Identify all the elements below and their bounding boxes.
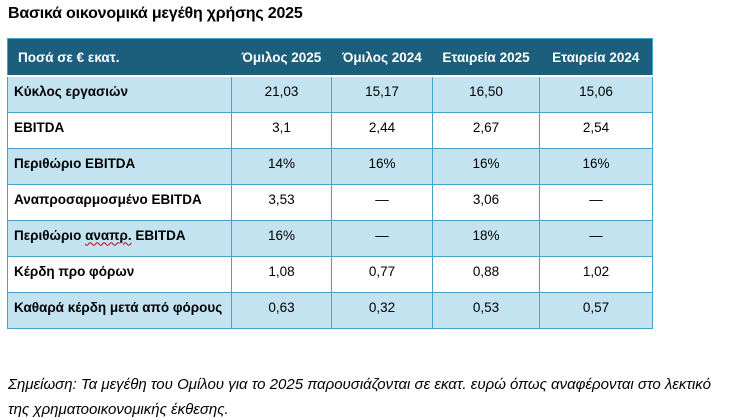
cell-value: 3,1: [231, 111, 332, 149]
row-label: EBITDA: [7, 111, 232, 149]
table-row-adjusted-ebitda-margin: Περιθώριο αναπρ. EBITDA 16% — 18% —: [7, 219, 653, 257]
cell-value: 14%: [231, 147, 332, 185]
cell-value: 15,17: [331, 75, 433, 113]
cell-value: 15,06: [539, 75, 653, 113]
cell-value: 16%: [231, 219, 332, 257]
cell-value: 18%: [432, 219, 540, 257]
cell-value: 16%: [432, 147, 540, 185]
cell-value: 0,53: [432, 291, 540, 329]
cell-value: 0,88: [432, 255, 540, 293]
cell-value: 0,57: [539, 291, 653, 329]
cell-value: 2,54: [539, 111, 653, 149]
row-label: Κύκλος εργασιών: [7, 75, 232, 113]
table-row-ebitda: EBITDA 3,1 2,44 2,67 2,54: [7, 111, 653, 149]
header-row: Ποσά σε € εκατ. Όμιλος 2025 Όμιλος 2024 …: [7, 38, 653, 77]
cell-value: 3,06: [432, 183, 540, 221]
row-label-part: EBITDA: [131, 227, 186, 243]
table-row-adjusted-ebitda: Αναπροσαρμοσμένο EBITDA 3,53 — 3,06 —: [7, 183, 653, 221]
footnote: Σημείωση: Τα μεγέθη του Ομίλου για το 20…: [8, 375, 711, 418]
column-header-group-2025: Όμιλος 2025: [231, 38, 332, 77]
table-row-profit-before-tax: Κέρδη προ φόρων 1,08 0,77 0,88 1,02: [7, 255, 653, 293]
cell-value: —: [331, 183, 433, 221]
cell-value: 21,03: [231, 75, 332, 113]
cell-value: 2,44: [331, 111, 433, 149]
row-label: Αναπροσαρμοσμένο EBITDA: [7, 183, 232, 221]
cell-value: 16%: [539, 147, 653, 185]
row-label: Καθαρά κέρδη μετά από φόρους: [7, 291, 232, 329]
cell-value: 1,08: [231, 255, 332, 293]
cell-value: 16%: [331, 147, 433, 185]
cell-value: —: [331, 219, 433, 257]
column-header-amounts: Ποσά σε € εκατ.: [7, 38, 232, 77]
cell-value: 0,63: [231, 291, 332, 329]
column-header-group-2024: Όμιλος 2024: [331, 38, 433, 77]
row-label-part: Περιθώριο: [14, 227, 86, 243]
row-label: Κέρδη προ φόρων: [7, 255, 232, 293]
cell-value: 2,67: [432, 111, 540, 149]
cell-value: 1,02: [539, 255, 653, 293]
financial-figures-table: Ποσά σε € εκατ. Όμιλος 2025 Όμιλος 2024 …: [7, 38, 653, 329]
cell-value: 0,77: [331, 255, 433, 293]
row-label: Περιθώριο αναπρ. EBITDA: [7, 219, 232, 257]
table-row-ebitda-margin: Περιθώριο EBITDA 14% 16% 16% 16%: [7, 147, 653, 185]
cell-value: 0,32: [331, 291, 433, 329]
cell-value: —: [539, 183, 653, 221]
row-label: Περιθώριο EBITDA: [7, 147, 232, 185]
table-row-turnover: Κύκλος εργασιών 21,03 15,17 16,50 15,06: [7, 75, 653, 113]
cell-value: 16,50: [432, 75, 540, 113]
page-title: Βασικά οικονομικά μεγέθη χρήσης 2025: [8, 5, 303, 22]
row-label-misspelled-word: αναπρ.: [85, 227, 132, 243]
document-page: Βασικά οικονομικά μεγέθη χρήσης 2025 Ποσ…: [0, 5, 754, 418]
column-header-company-2025: Εταιρεία 2025: [432, 38, 540, 77]
cell-value: —: [539, 219, 653, 257]
column-header-company-2024: Εταιρεία 2024: [539, 38, 653, 77]
cell-value: 3,53: [231, 183, 332, 221]
table-row-net-profit-after-tax: Καθαρά κέρδη μετά από φόρους 0,63 0,32 0…: [7, 291, 653, 329]
